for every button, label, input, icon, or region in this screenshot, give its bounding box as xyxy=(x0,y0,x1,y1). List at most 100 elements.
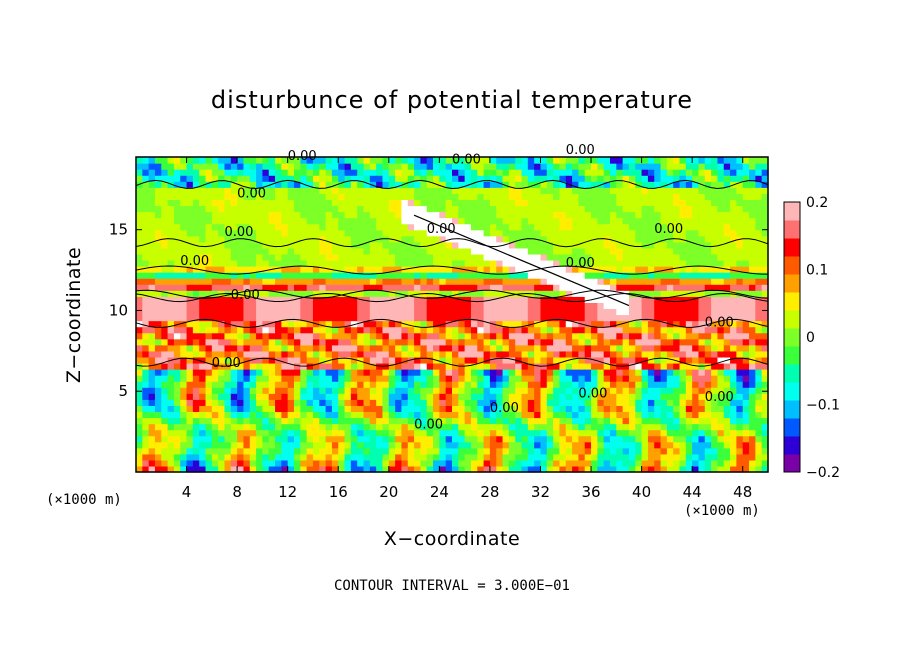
heatmap-cell xyxy=(268,223,276,231)
heatmap-cell xyxy=(578,308,586,316)
heatmap-cell xyxy=(211,235,219,243)
heatmap-cell xyxy=(508,259,516,267)
heatmap-cell xyxy=(388,447,396,455)
heatmap-cell xyxy=(477,465,485,473)
heatmap-cell xyxy=(357,193,365,201)
heatmap-cell xyxy=(565,278,573,285)
heatmap-cell xyxy=(477,314,485,322)
heatmap-cell xyxy=(382,284,390,291)
heatmap-cell xyxy=(414,320,421,328)
heatmap-cell xyxy=(711,441,719,449)
heatmap-cell xyxy=(717,411,725,419)
heatmap-cell xyxy=(654,423,662,431)
heatmap-cell xyxy=(679,157,687,164)
heatmap-cell xyxy=(433,435,440,443)
heatmap-cell xyxy=(186,169,194,176)
heatmap-cell xyxy=(420,399,428,406)
heatmap-cell xyxy=(616,447,624,455)
heatmap-cell xyxy=(211,247,219,255)
heatmap-cell xyxy=(186,272,194,279)
heatmap-cell xyxy=(142,399,150,406)
heatmap-cell xyxy=(692,423,700,431)
heatmap-cell xyxy=(167,417,175,425)
heatmap-cell xyxy=(635,381,643,388)
heatmap-cell xyxy=(312,199,320,207)
heatmap-cell xyxy=(142,465,150,473)
heatmap-cell xyxy=(540,465,548,473)
heatmap-cell xyxy=(685,157,693,164)
heatmap-cell xyxy=(287,229,295,237)
heatmap-cell xyxy=(508,235,516,243)
heatmap-cell xyxy=(287,187,295,194)
heatmap-cell xyxy=(249,441,257,449)
heatmap-cell xyxy=(502,314,510,322)
heatmap-cell xyxy=(610,332,617,340)
heatmap-cell xyxy=(559,302,567,310)
heatmap-cell xyxy=(458,399,466,406)
heatmap-cell xyxy=(704,381,712,388)
heatmap-cell xyxy=(357,393,365,400)
heatmap-cell xyxy=(331,247,339,255)
heatmap-cell xyxy=(704,435,712,443)
heatmap-cell xyxy=(369,235,377,243)
heatmap-cell xyxy=(414,405,421,413)
heatmap-cell xyxy=(192,217,200,225)
heatmap-cell xyxy=(350,338,358,346)
heatmap-cell xyxy=(704,181,712,188)
heatmap-cell xyxy=(325,235,333,243)
heatmap-cell xyxy=(704,405,712,413)
heatmap-cell xyxy=(401,193,409,201)
heatmap-cell xyxy=(211,405,219,413)
heatmap-cell xyxy=(154,338,162,346)
heatmap-cell xyxy=(673,465,681,473)
heatmap-cell xyxy=(306,320,314,328)
heatmap-cell xyxy=(281,199,289,207)
heatmap-cell xyxy=(445,393,453,400)
heatmap-cell xyxy=(420,423,428,431)
heatmap-cell xyxy=(470,272,478,279)
heatmap-cell xyxy=(211,332,219,340)
heatmap-cell xyxy=(262,387,270,394)
heatmap-cell xyxy=(262,369,270,376)
heatmap-cell xyxy=(338,223,346,231)
heatmap-cell xyxy=(344,253,352,261)
heatmap-cell xyxy=(546,338,554,346)
heatmap-cell xyxy=(433,278,440,285)
heatmap-cell xyxy=(692,405,700,413)
heatmap-cell xyxy=(331,211,339,219)
heatmap-cell xyxy=(496,193,504,201)
heatmap-cell xyxy=(477,375,485,382)
heatmap-cell xyxy=(376,369,384,376)
heatmap-cell xyxy=(616,272,624,279)
heatmap-cell xyxy=(565,259,573,267)
heatmap-cell xyxy=(300,163,308,170)
heatmap-cell xyxy=(534,356,542,364)
heatmap-cell xyxy=(376,441,384,449)
heatmap-cell xyxy=(401,169,409,176)
heatmap-cell xyxy=(673,278,681,285)
heatmap-cell xyxy=(470,235,478,243)
heatmap-cell xyxy=(167,387,175,394)
heatmap-cell xyxy=(445,387,453,394)
heatmap-cell xyxy=(578,459,586,467)
heatmap-cell xyxy=(723,193,731,201)
heatmap-cell xyxy=(673,272,681,279)
heatmap-cell xyxy=(692,175,700,182)
heatmap-cell xyxy=(154,465,162,473)
heatmap-cell xyxy=(312,211,320,219)
heatmap-cell xyxy=(136,369,143,376)
heatmap-cell xyxy=(654,369,662,376)
heatmap-cell xyxy=(464,272,472,279)
heatmap-cell xyxy=(736,447,744,455)
heatmap-cell xyxy=(420,356,428,364)
heatmap-cell xyxy=(527,217,535,225)
heatmap-cell xyxy=(521,308,529,316)
heatmap-cell xyxy=(199,199,207,207)
heatmap-cell xyxy=(256,350,263,358)
heatmap-cell xyxy=(433,253,440,261)
heatmap-cell xyxy=(730,266,737,273)
heatmap-cell xyxy=(546,465,554,473)
heatmap-cell xyxy=(610,375,617,382)
heatmap-cell xyxy=(546,417,554,425)
heatmap-cell xyxy=(312,247,320,255)
